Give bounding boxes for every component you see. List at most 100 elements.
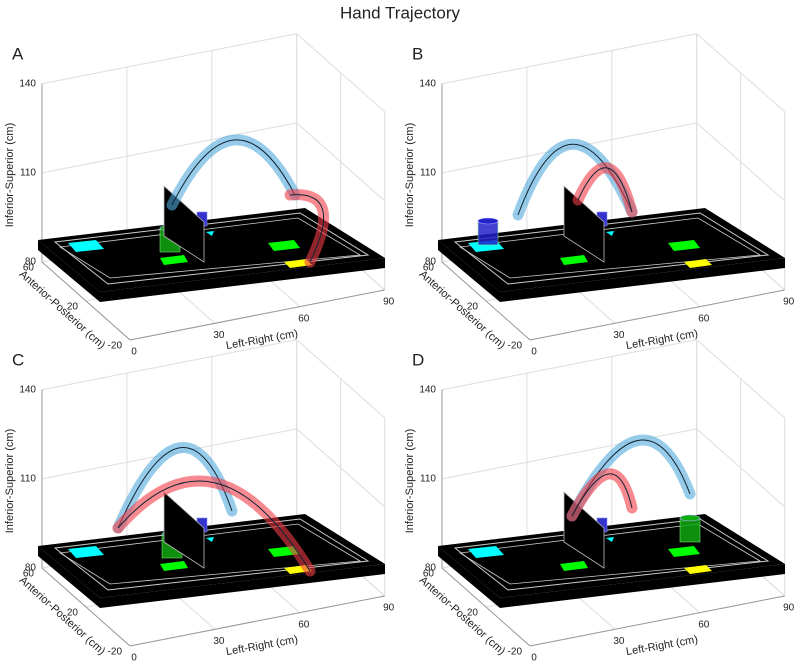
- z-tick-label: 110: [20, 168, 36, 179]
- x-tick-label: 60: [698, 313, 710, 324]
- z-tick-label: 80: [25, 563, 37, 574]
- x-tick-label: 30: [613, 330, 625, 341]
- y-tick-label: -20: [508, 647, 523, 658]
- z-tick-label: 140: [19, 78, 36, 89]
- grid-line: [296, 33, 386, 113]
- table-rim: [53, 518, 370, 591]
- x-tick-label: 30: [213, 636, 225, 647]
- z-tick-label: 80: [425, 563, 437, 574]
- table-rim: [458, 217, 762, 279]
- table-rim: [58, 217, 362, 279]
- axis-line: [529, 595, 785, 647]
- panel: 0306090-20206080110140BInferior-Superior…: [404, 33, 795, 358]
- axis-line: [441, 261, 531, 341]
- z-tick-label: 110: [20, 474, 36, 485]
- y-tick-label: 20: [467, 608, 479, 619]
- blue-trajectory-mean: [171, 139, 296, 206]
- green-target: [668, 240, 700, 251]
- cylinder-top: [679, 514, 701, 522]
- cylinder: [679, 517, 701, 543]
- red-trajectory-mean: [117, 480, 311, 572]
- y-tick-label: -20: [108, 647, 123, 658]
- figure-title: Hand Trajectory: [340, 3, 460, 22]
- panel-label: B: [412, 44, 423, 63]
- red-trajectory-mean: [571, 473, 633, 517]
- axis-line: [129, 595, 385, 647]
- x-tick-label: 30: [613, 636, 625, 647]
- x-axis-label: Left-Right (cm): [625, 328, 699, 352]
- blue-marker: [606, 231, 614, 236]
- x-tick-label: 60: [298, 313, 310, 324]
- z-tick-label: 140: [419, 78, 436, 89]
- green-pad: [160, 255, 188, 265]
- panel-label: A: [12, 44, 24, 63]
- z-tick-label: 110: [420, 474, 436, 485]
- grid-line: [696, 428, 786, 508]
- x-tick-label: 90: [783, 603, 795, 614]
- red-trajectory-mean: [289, 194, 325, 263]
- cylinder-top: [477, 217, 499, 225]
- x-axis-label: Left-Right (cm): [225, 634, 299, 658]
- z-axis-label: Inferior-Superior (cm): [4, 429, 16, 534]
- yellow-target: [684, 565, 712, 574]
- green-pad: [560, 255, 588, 265]
- green-target: [668, 546, 700, 557]
- grid-line: [696, 33, 786, 113]
- grid-line: [441, 339, 697, 391]
- x-axis-label: Left-Right (cm): [225, 328, 299, 352]
- red-trajectory-mean: [577, 167, 633, 213]
- yellow-target: [684, 259, 712, 268]
- panel-label: C: [12, 350, 24, 369]
- grid-line: [41, 33, 297, 85]
- blue-marker: [206, 231, 214, 236]
- axis-line: [41, 567, 131, 647]
- z-axis-label: Inferior-Superior (cm): [404, 429, 416, 534]
- green-pad: [160, 561, 188, 571]
- grid-line: [296, 428, 386, 508]
- z-tick-label: 80: [25, 257, 37, 268]
- grid-line: [696, 339, 786, 419]
- panel-label: D: [412, 350, 424, 369]
- x-tick-label: 90: [383, 603, 395, 614]
- x-tick-label: 0: [531, 347, 537, 358]
- panel: 0306090-20206080110140DInferior-Superior…: [404, 339, 795, 664]
- panel: 0306090-20206080110140AInferior-Superior…: [4, 33, 395, 358]
- cyan-target: [68, 546, 104, 558]
- grid-line: [296, 339, 386, 419]
- z-axis-label: Inferior-Superior (cm): [4, 123, 16, 228]
- y-tick-label: 60: [423, 263, 435, 274]
- grid-line: [441, 33, 697, 85]
- green-pad: [560, 561, 588, 571]
- x-tick-label: 60: [298, 619, 310, 630]
- blue-marker: [206, 537, 214, 542]
- red-trajectory-band: [566, 468, 638, 522]
- divider: [563, 185, 605, 263]
- x-tick-label: 90: [783, 297, 795, 308]
- blue-trajectory-band: [166, 134, 301, 211]
- axis-line: [529, 289, 785, 341]
- y-tick-label: 20: [467, 302, 479, 313]
- table-top: [38, 514, 385, 598]
- grid-line: [296, 122, 386, 202]
- x-tick-label: 60: [698, 619, 710, 630]
- cylinder: [477, 220, 499, 246]
- y-tick-label: -20: [108, 341, 123, 352]
- grid-line: [41, 122, 297, 174]
- table-side: [438, 546, 785, 608]
- table-side: [38, 240, 385, 302]
- table-rim: [453, 212, 770, 285]
- table-rim: [458, 523, 762, 585]
- x-axis-label: Left-Right (cm): [625, 634, 699, 658]
- z-tick-label: 80: [425, 257, 437, 268]
- y-tick-label: 60: [23, 263, 35, 274]
- table-top: [438, 208, 785, 292]
- x-tick-label: 30: [213, 330, 225, 341]
- divider: [163, 491, 205, 569]
- green-target: [268, 240, 300, 251]
- z-tick-label: 110: [420, 168, 436, 179]
- table-rim: [453, 518, 770, 591]
- x-tick-label: 0: [531, 653, 537, 664]
- z-tick-label: 140: [19, 384, 36, 395]
